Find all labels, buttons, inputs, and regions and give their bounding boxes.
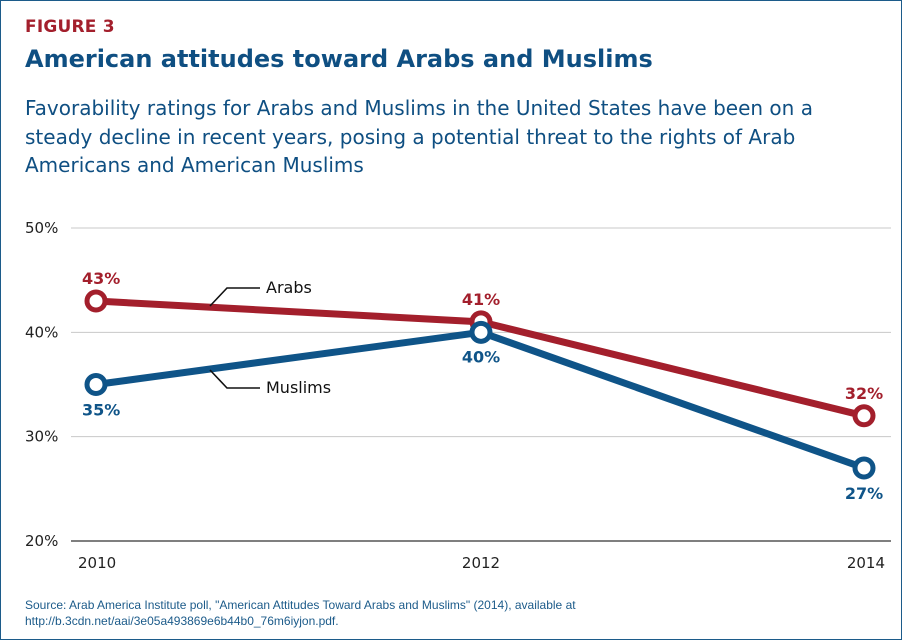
data-point-arabs bbox=[84, 289, 108, 313]
figure-label: FIGURE 3 bbox=[25, 17, 115, 37]
data-label-muslims: 35% bbox=[82, 401, 120, 420]
data-point-muslims bbox=[852, 456, 876, 480]
legend-leader-arabs bbox=[209, 287, 260, 307]
legend-label-arabs: Arabs bbox=[266, 278, 312, 297]
y-tick-label: 40% bbox=[25, 323, 58, 341]
source-note: Source: Arab America Institute poll, "Am… bbox=[25, 598, 576, 628]
y-tick-label: 20% bbox=[25, 532, 58, 550]
data-point-muslims bbox=[469, 320, 493, 344]
x-tick-label: 2010 bbox=[78, 554, 116, 572]
y-tick-label: 30% bbox=[25, 428, 58, 446]
figure-title: American attitudes toward Arabs and Musl… bbox=[25, 45, 653, 73]
y-tick-label: 50% bbox=[25, 219, 58, 237]
legend-label-muslims: Muslims bbox=[266, 378, 331, 397]
data-point-arabs bbox=[852, 404, 876, 428]
figure-subtitle: Favorability ratings for Arabs and Musli… bbox=[25, 96, 813, 177]
data-label-arabs: 32% bbox=[845, 384, 883, 403]
legend-leader-muslims bbox=[209, 369, 260, 389]
x-tick-label: 2012 bbox=[462, 554, 500, 572]
x-tick-label: 2014 bbox=[847, 554, 885, 572]
data-label-arabs: 41% bbox=[462, 290, 500, 309]
data-label-muslims: 40% bbox=[462, 347, 500, 366]
data-label-arabs: 43% bbox=[82, 269, 120, 288]
data-label-muslims: 27% bbox=[845, 484, 883, 503]
data-point-muslims bbox=[84, 373, 108, 396]
